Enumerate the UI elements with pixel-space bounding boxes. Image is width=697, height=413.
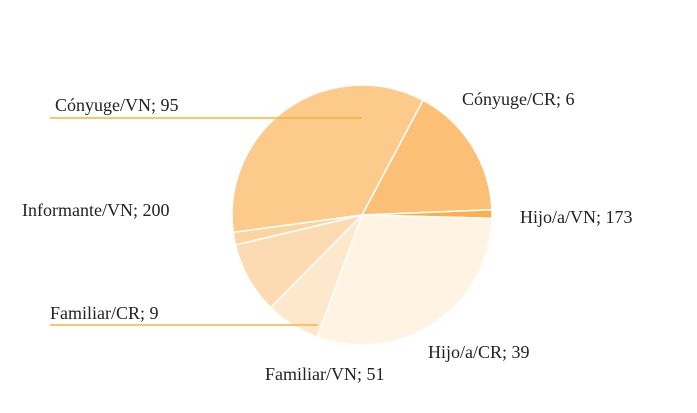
pie-slice-c-nyuge-vn [360,99,493,216]
pie-slice-hijo-a-vn [316,214,493,346]
slice-label: Cónyuge/CR; 6 [462,89,575,109]
slice-label: Informante/VN; 200 [22,200,169,220]
slice-label: Hijo/a/CR; 39 [428,342,530,362]
slice-label: Cónyuge/VN; 95 [55,95,179,115]
slice-label: Familiar/CR; 9 [50,303,159,323]
slice-label: Hijo/a/VN; 173 [520,207,633,227]
pie-slice-informante-vn [231,84,425,234]
slice-label: Familiar/VN; 51 [265,364,385,384]
